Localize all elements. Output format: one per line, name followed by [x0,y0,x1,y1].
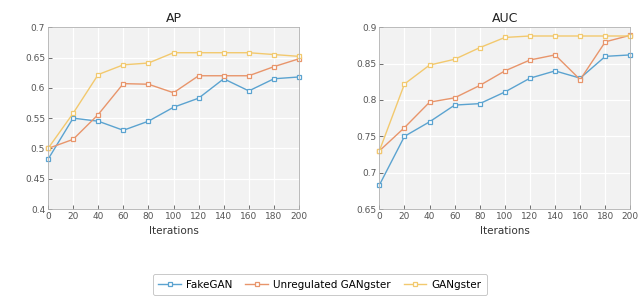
Legend: FakeGAN, Unregulated GANgster, GANgster: FakeGAN, Unregulated GANgster, GANgster [153,274,487,295]
Title: AUC: AUC [492,12,518,25]
Title: AP: AP [166,12,182,25]
X-axis label: Iterations: Iterations [148,226,198,236]
X-axis label: Iterations: Iterations [480,226,530,236]
